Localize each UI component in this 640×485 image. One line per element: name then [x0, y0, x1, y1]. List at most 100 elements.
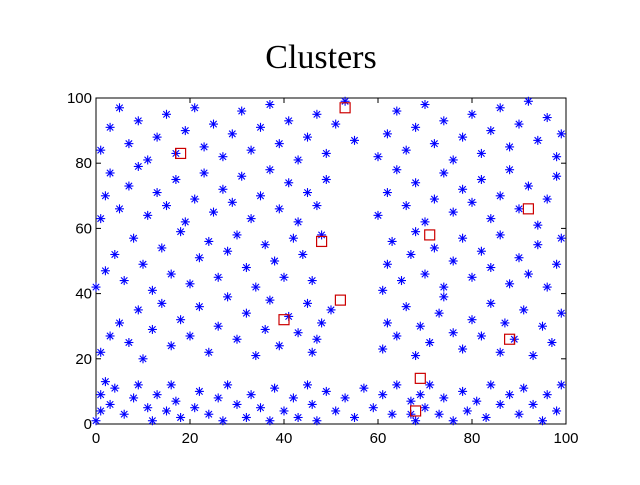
data-point-asterisk — [312, 334, 322, 344]
data-point-asterisk — [204, 409, 214, 419]
data-point-asterisk — [378, 390, 388, 400]
data-point-asterisk — [312, 109, 322, 119]
data-point-asterisk — [115, 318, 124, 328]
data-point-asterisk — [368, 403, 378, 413]
data-point-asterisk — [406, 249, 416, 259]
data-point-asterisk — [133, 161, 143, 171]
centroid-marker — [316, 235, 328, 248]
data-point-asterisk — [232, 399, 242, 409]
data-point-asterisk — [133, 380, 143, 390]
data-point-asterisk — [481, 412, 491, 422]
y-tick-label: 0 — [84, 416, 92, 433]
data-point-asterisk — [171, 175, 181, 184]
data-point-asterisk — [218, 416, 228, 426]
data-point-asterisk — [495, 230, 505, 240]
data-point-asterisk — [176, 315, 186, 325]
data-point-asterisk — [124, 338, 134, 347]
data-point-asterisk — [124, 139, 134, 149]
centroid-marker — [504, 333, 516, 345]
data-point-asterisk — [538, 416, 547, 426]
data-point-asterisk — [378, 344, 388, 354]
data-point-asterisk — [303, 188, 312, 198]
data-point-asterisk — [542, 194, 552, 204]
series-layer — [91, 96, 566, 426]
data-point-asterisk — [162, 201, 171, 211]
data-point-asterisk — [288, 393, 298, 403]
data-point-asterisk — [96, 390, 106, 400]
data-point-asterisk — [331, 406, 341, 416]
data-point-asterisk — [458, 184, 468, 194]
data-point-asterisk — [373, 152, 383, 162]
data-point-asterisk — [270, 383, 280, 393]
data-point-asterisk — [194, 302, 204, 312]
data-point-asterisk — [340, 96, 350, 106]
data-point-asterisk — [241, 263, 251, 273]
data-point-asterisk — [166, 341, 176, 351]
data-point-asterisk — [392, 380, 402, 390]
data-point-asterisk — [552, 406, 562, 416]
data-point-asterisk — [241, 308, 251, 318]
data-point-asterisk — [495, 347, 505, 357]
data-point-asterisk — [331, 119, 341, 129]
data-point-asterisk — [538, 321, 547, 331]
data-point-asterisk — [293, 328, 303, 338]
data-point-asterisk — [213, 272, 223, 282]
data-point-asterisk — [340, 393, 350, 403]
data-point-asterisk — [147, 416, 157, 426]
data-point-asterisk — [143, 155, 153, 165]
x-tick-label: 100 — [553, 430, 578, 447]
data-point-asterisk — [505, 142, 515, 152]
data-point-asterisk — [387, 409, 397, 419]
data-point-asterisk — [326, 305, 336, 315]
data-point-asterisk — [293, 217, 303, 227]
data-point-asterisk — [199, 168, 209, 178]
data-point-asterisk — [265, 295, 275, 305]
data-point-asterisk — [303, 380, 312, 390]
data-point-asterisk — [392, 106, 402, 116]
data-point-asterisk — [133, 305, 143, 315]
y-tick-label: 100 — [67, 90, 92, 107]
data-point-asterisk — [100, 377, 110, 387]
data-point-asterisk — [552, 152, 562, 162]
centroid-marker — [334, 294, 346, 306]
data-point-asterisk — [213, 321, 223, 331]
data-point-asterisk — [218, 184, 228, 194]
data-point-asterisk — [293, 412, 303, 422]
data-point-asterisk — [448, 256, 458, 266]
data-point-asterisk — [406, 396, 416, 406]
data-point-asterisk — [91, 416, 101, 426]
data-point-asterisk — [143, 210, 153, 220]
data-point-asterisk — [138, 259, 148, 269]
data-point-asterisk — [227, 129, 237, 139]
data-point-asterisk — [133, 116, 143, 126]
data-point-asterisk — [505, 390, 515, 400]
data-point-asterisk — [204, 347, 214, 357]
data-point-asterisk — [486, 126, 496, 136]
data-point-asterisk — [392, 331, 402, 341]
data-point-asterisk — [265, 416, 275, 426]
data-point-asterisk — [279, 272, 289, 282]
data-point-asterisk — [439, 116, 449, 126]
data-point-asterisk — [185, 279, 195, 289]
data-point-asterisk — [467, 272, 477, 282]
data-point-asterisk — [96, 145, 106, 155]
data-point-asterisk — [147, 285, 157, 295]
y-tick-label: 60 — [75, 220, 92, 237]
data-point-asterisk — [307, 347, 317, 357]
data-point-asterisk — [486, 263, 496, 273]
data-point-asterisk — [105, 331, 115, 341]
data-point-asterisk — [260, 240, 270, 250]
data-point-asterisk — [96, 406, 106, 416]
data-point-asterisk — [152, 188, 162, 198]
data-point-asterisk — [397, 276, 406, 286]
data-point-asterisk — [105, 399, 115, 409]
data-point-asterisk — [542, 113, 552, 123]
data-point-asterisk — [434, 308, 444, 318]
data-point-asterisk — [458, 132, 468, 142]
data-point-asterisk — [411, 416, 421, 426]
y-tick-label: 80 — [75, 155, 92, 172]
data-point-asterisk — [110, 249, 120, 259]
data-point-asterisk — [439, 168, 449, 178]
data-point-asterisk — [514, 409, 524, 419]
x-tick-label: 40 — [276, 430, 293, 447]
